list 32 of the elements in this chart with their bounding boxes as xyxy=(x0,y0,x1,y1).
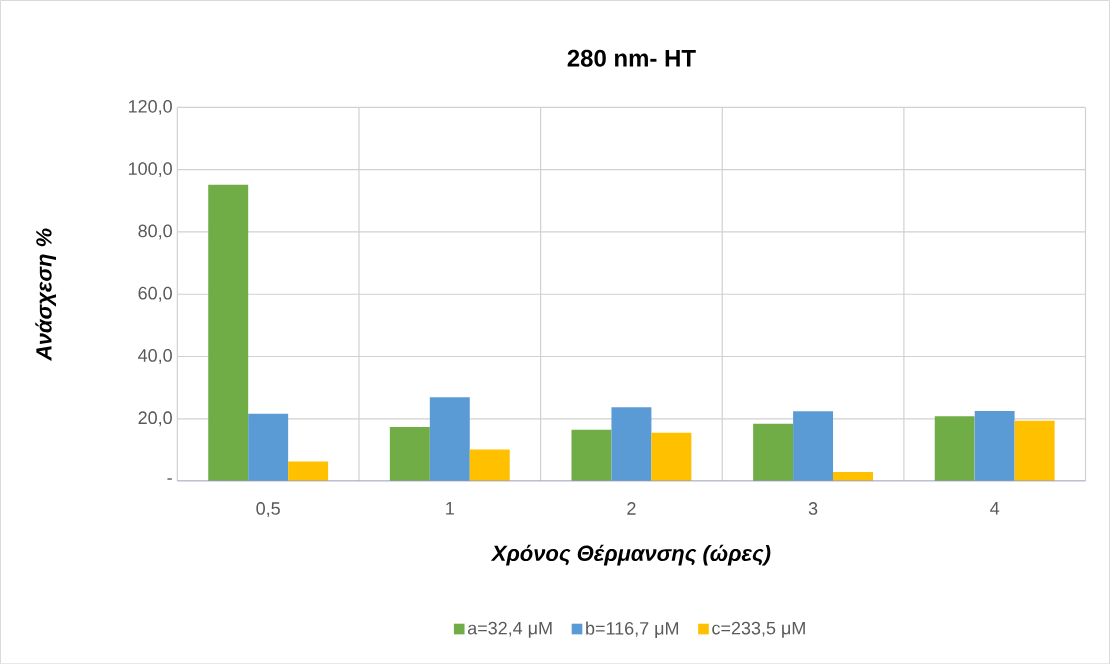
legend-label: c=233,5 μM xyxy=(712,621,805,638)
bar xyxy=(934,416,975,481)
chart-title: 280 nm- HT xyxy=(567,49,696,67)
x-axis-title: Χρόνος Θέρμανσης (ώρες) xyxy=(490,544,771,566)
x-tick-label: 0,5 xyxy=(256,501,280,517)
bar xyxy=(793,411,834,481)
x-tick-label: 4 xyxy=(990,501,1000,515)
y-tick-label: 20,0 xyxy=(138,411,172,427)
y-tick-label: 40,0 xyxy=(138,348,172,364)
x-tick-label: 1 xyxy=(446,501,454,515)
bar xyxy=(1014,420,1055,481)
bar xyxy=(469,449,510,481)
bar xyxy=(288,461,329,481)
y-tick-label: - xyxy=(167,478,172,480)
legend-label: b=116,7 μM xyxy=(586,621,679,638)
bar xyxy=(571,429,612,481)
bar xyxy=(611,407,652,481)
bar xyxy=(389,426,430,481)
bar xyxy=(429,397,470,481)
y-tick-label: 120,0 xyxy=(129,99,172,115)
bar xyxy=(651,432,692,481)
legend-label: a=32,4 μM xyxy=(467,621,552,638)
x-tick-label: 3 xyxy=(808,501,818,515)
y-tick-label: 60,0 xyxy=(138,286,172,302)
y-tick-label: 100,0 xyxy=(129,162,172,177)
bar xyxy=(974,410,1015,481)
bar xyxy=(753,423,794,481)
bar xyxy=(248,413,289,481)
x-tick-label: 2 xyxy=(627,501,636,515)
y-axis-title: Ανάσχεση % xyxy=(35,228,57,361)
bar xyxy=(208,184,249,481)
y-tick-label: 80,0 xyxy=(138,224,172,240)
